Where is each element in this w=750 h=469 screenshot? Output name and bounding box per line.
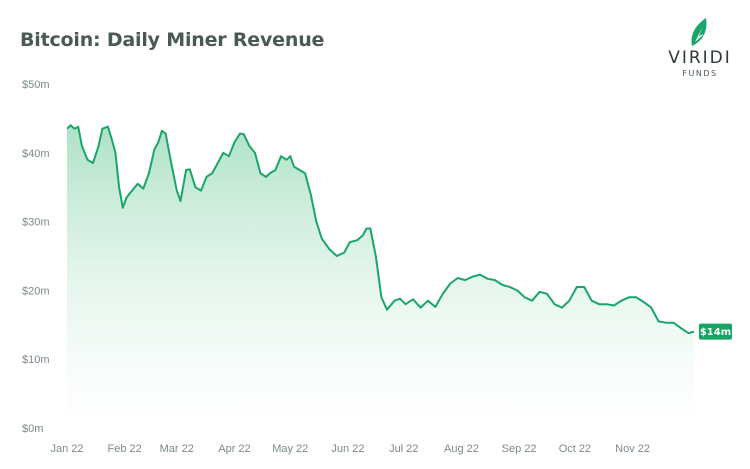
y-tick-label: $10m: [22, 354, 50, 366]
y-tick-label: $0m: [22, 423, 43, 435]
x-tick-label: Sep 22: [502, 443, 537, 455]
chart-title: Bitcoin: Daily Miner Revenue: [20, 29, 325, 51]
x-tick-label: Nov 22: [615, 443, 650, 455]
y-tick-label: $20m: [22, 285, 50, 297]
series-area: [67, 125, 694, 429]
leaf-icon: [691, 18, 707, 46]
x-tick-label: Jun 22: [331, 443, 364, 455]
logo-name: VIRIDI: [668, 48, 732, 68]
viridi-logo: VIRIDI FUNDS: [660, 14, 740, 84]
y-tick-label: $40m: [22, 148, 50, 160]
end-value-badge: $14m: [699, 323, 732, 340]
series-line: [66, 124, 695, 335]
x-tick-label: Oct 22: [559, 443, 591, 455]
x-axis: Jan 22 Feb 22 Mar 22 Apr 22 May 22 Jun 22 Jul …: [50, 443, 650, 455]
x-tick-label: Aug 22: [444, 443, 479, 455]
x-tick-label: Jul 22: [389, 443, 418, 455]
x-tick-label: Jan 22: [50, 443, 83, 455]
x-tick-label: Feb 22: [108, 443, 142, 455]
end-value-badge-bg: [699, 323, 732, 340]
y-tick-label: $30m: [22, 217, 50, 229]
x-tick-label: May 22: [272, 443, 308, 455]
end-value-label: $14m: [700, 327, 731, 338]
y-tick-label: $50m: [22, 79, 50, 91]
y-axis: $0m $10m $20m $30m $40m $50m: [22, 79, 50, 435]
x-tick-label: Mar 22: [160, 443, 194, 455]
logo-sub: FUNDS: [682, 69, 718, 78]
x-tick-label: Apr 22: [218, 443, 250, 455]
